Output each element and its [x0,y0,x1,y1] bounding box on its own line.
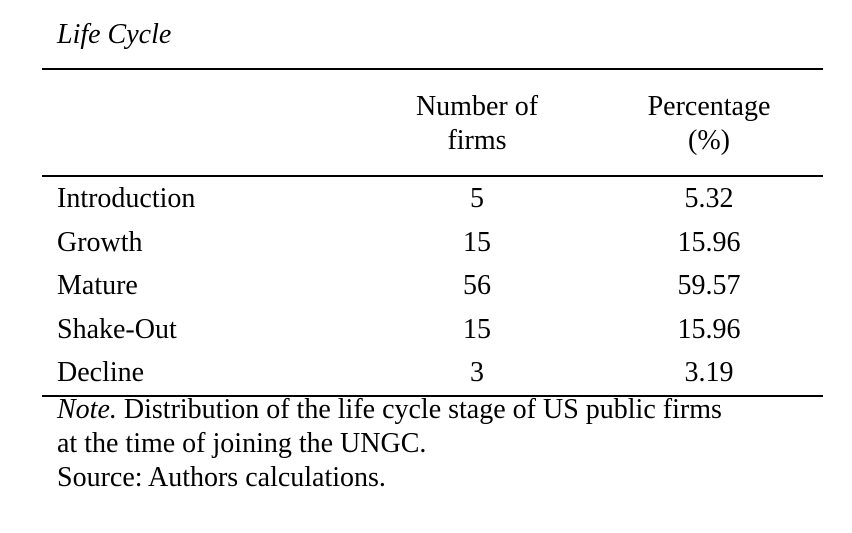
table-row-shake-out: Shake-Out 15 15.96 [42,308,823,352]
firms-value: 5 [470,183,484,214]
percentage-value: 5.32 [684,183,734,214]
firms-value: 15 [463,226,491,258]
table-row-growth: Growth 15 15.96 [42,221,823,265]
header-cell-percentage: Percentage (%) [595,90,823,158]
firms-value: 3 [470,357,484,388]
percentage-value: 3.19 [684,357,734,388]
header-percentage-line2: (%) [688,125,730,156]
stage-label: Growth [57,226,143,258]
note-text: Distribution of the life cycle stage of … [116,393,722,425]
header-cell-stage [42,90,359,158]
source-line: Source: Authors calculations. [57,461,386,493]
header-number-of-firms-line2: firms [447,125,507,156]
percentage-value: 59.57 [677,270,741,301]
stage-label: Mature [57,270,138,301]
note-line-2: at the time of joining the UNGC. [57,427,427,459]
header-number-of-firms-line1: Number of [415,91,539,122]
firms-value: 56 [463,270,491,301]
note-line-1: Note. Distribution of the life cycle sta… [57,393,827,427]
table-rule-header [42,175,823,177]
table-rule-top [42,68,823,70]
table-rule-bottom [42,394,823,397]
table-row-introduction: Introduction 5 5.32 [42,177,823,221]
table-title: Life Cycle [57,19,172,50]
firms-value: 15 [463,313,491,345]
table-row-mature: Mature 56 59.57 [42,264,823,308]
header-percentage-line1: Percentage [647,91,771,122]
table-notes: Note. Distribution of the life cycle sta… [57,393,827,495]
header-cell-number-of-firms: Number of firms [359,90,595,158]
table-row-decline: Decline 3 3.19 [42,351,823,395]
note-label: Note. [57,393,117,425]
stage-label: Decline [57,357,145,388]
percentage-value: 15.96 [677,226,741,258]
percentage-value: 15.96 [677,313,741,345]
stage-label: Shake-Out [57,313,177,345]
stage-label: Introduction [57,183,196,214]
table-header-row: Number of firms Percentage (%) [42,70,823,175]
